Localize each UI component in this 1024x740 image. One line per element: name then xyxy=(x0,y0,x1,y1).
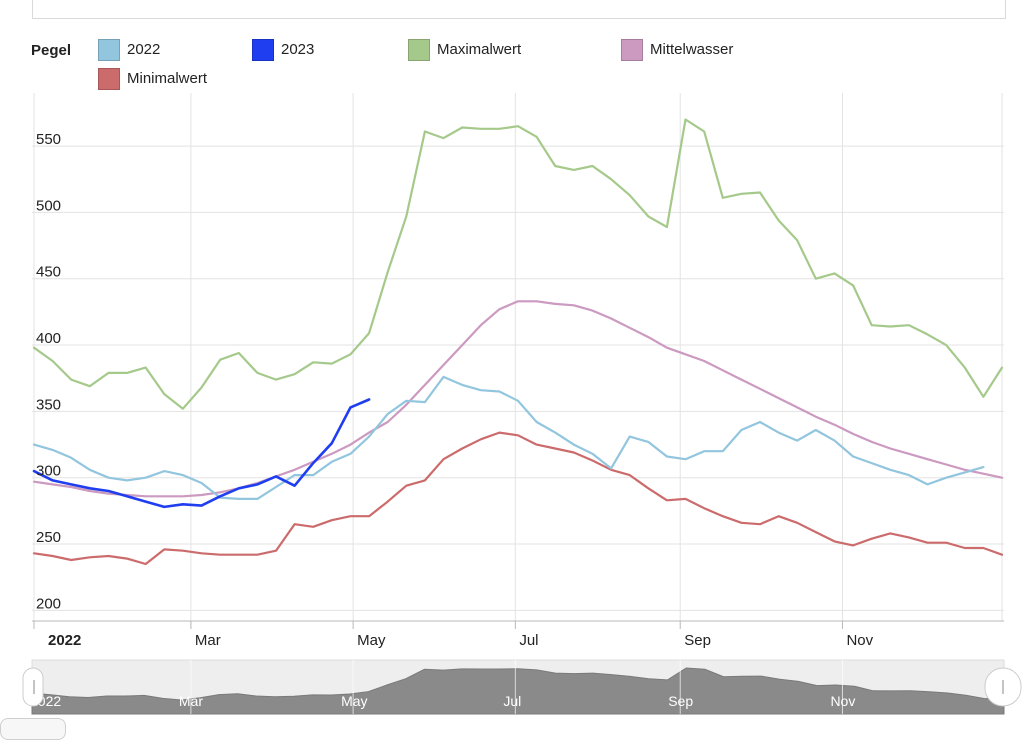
legend-label-minimalwert: Minimalwert xyxy=(127,70,208,87)
y-tick-label-300: 300 xyxy=(36,463,61,480)
navigator-tick-label-nov: Nov xyxy=(830,693,855,709)
navigator-tick-label-sep: Sep xyxy=(668,693,693,709)
x-tick-label-jul: Jul xyxy=(519,632,538,649)
y-tick-label-450: 450 xyxy=(36,264,61,281)
legend-swatch-minimalwert xyxy=(98,68,120,90)
legend-swatch-2022 xyxy=(98,39,120,61)
top-panel xyxy=(32,0,1006,19)
legend: Pegel 2022 2023 Maximalwert Mittelwasser… xyxy=(0,0,1024,95)
y-tick-label-250: 250 xyxy=(36,529,61,546)
legend-swatch-mittelwasser xyxy=(621,39,643,61)
series-lines xyxy=(32,118,1004,566)
series-line-2023 xyxy=(32,398,371,509)
navigator-handle-right[interactable] xyxy=(984,667,1022,707)
navigator-tick-label-jul: Jul xyxy=(503,693,521,709)
x-tick-label-mar: Mar xyxy=(195,632,221,649)
legend-label-mittelwasser: Mittelwasser xyxy=(650,41,734,58)
legend-swatch-2023 xyxy=(252,39,274,61)
x-tick-label-may: May xyxy=(357,632,386,649)
navigator-handle-left[interactable] xyxy=(22,667,44,707)
navigator-tick-label-may: May xyxy=(341,693,367,709)
x-tick-label-2022: 2022 xyxy=(48,632,81,649)
bottom-tab xyxy=(0,718,66,740)
x-axis-ticks: 2022 Mar May Jul Sep Nov xyxy=(33,621,874,649)
navigator-tick-label-mar: Mar xyxy=(179,693,203,709)
legend-label-2023: 2023 xyxy=(281,41,315,58)
series-line-minimalwert xyxy=(32,431,1004,566)
navigator[interactable]: 2022 Mar May Jul Sep Nov xyxy=(22,659,1022,715)
series-line-mittelwasser xyxy=(32,300,1004,498)
series-line-2022 xyxy=(32,375,985,500)
y-tick-label-200: 200 xyxy=(36,595,61,612)
legend-label-maximalwert: Maximalwert xyxy=(437,41,522,58)
y-tick-label-550: 550 xyxy=(36,131,61,148)
y-tick-label-500: 500 xyxy=(36,197,61,214)
y-tick-label-350: 350 xyxy=(36,396,61,413)
x-tick-label-sep: Sep xyxy=(684,632,711,649)
y-axis-ticks: 200 250 300 350 400 450 500 550 xyxy=(36,131,61,612)
series-line-maximalwert xyxy=(32,118,1004,410)
x-grid xyxy=(33,93,1003,621)
y-grid xyxy=(32,145,1004,611)
legend-title: Pegel xyxy=(31,42,72,59)
navigator-area xyxy=(31,667,1005,715)
legend-label-2022: 2022 xyxy=(127,41,161,58)
legend-swatch-maximalwert xyxy=(408,39,430,61)
x-tick-label-nov: Nov xyxy=(846,632,873,649)
y-tick-label-400: 400 xyxy=(36,330,61,347)
